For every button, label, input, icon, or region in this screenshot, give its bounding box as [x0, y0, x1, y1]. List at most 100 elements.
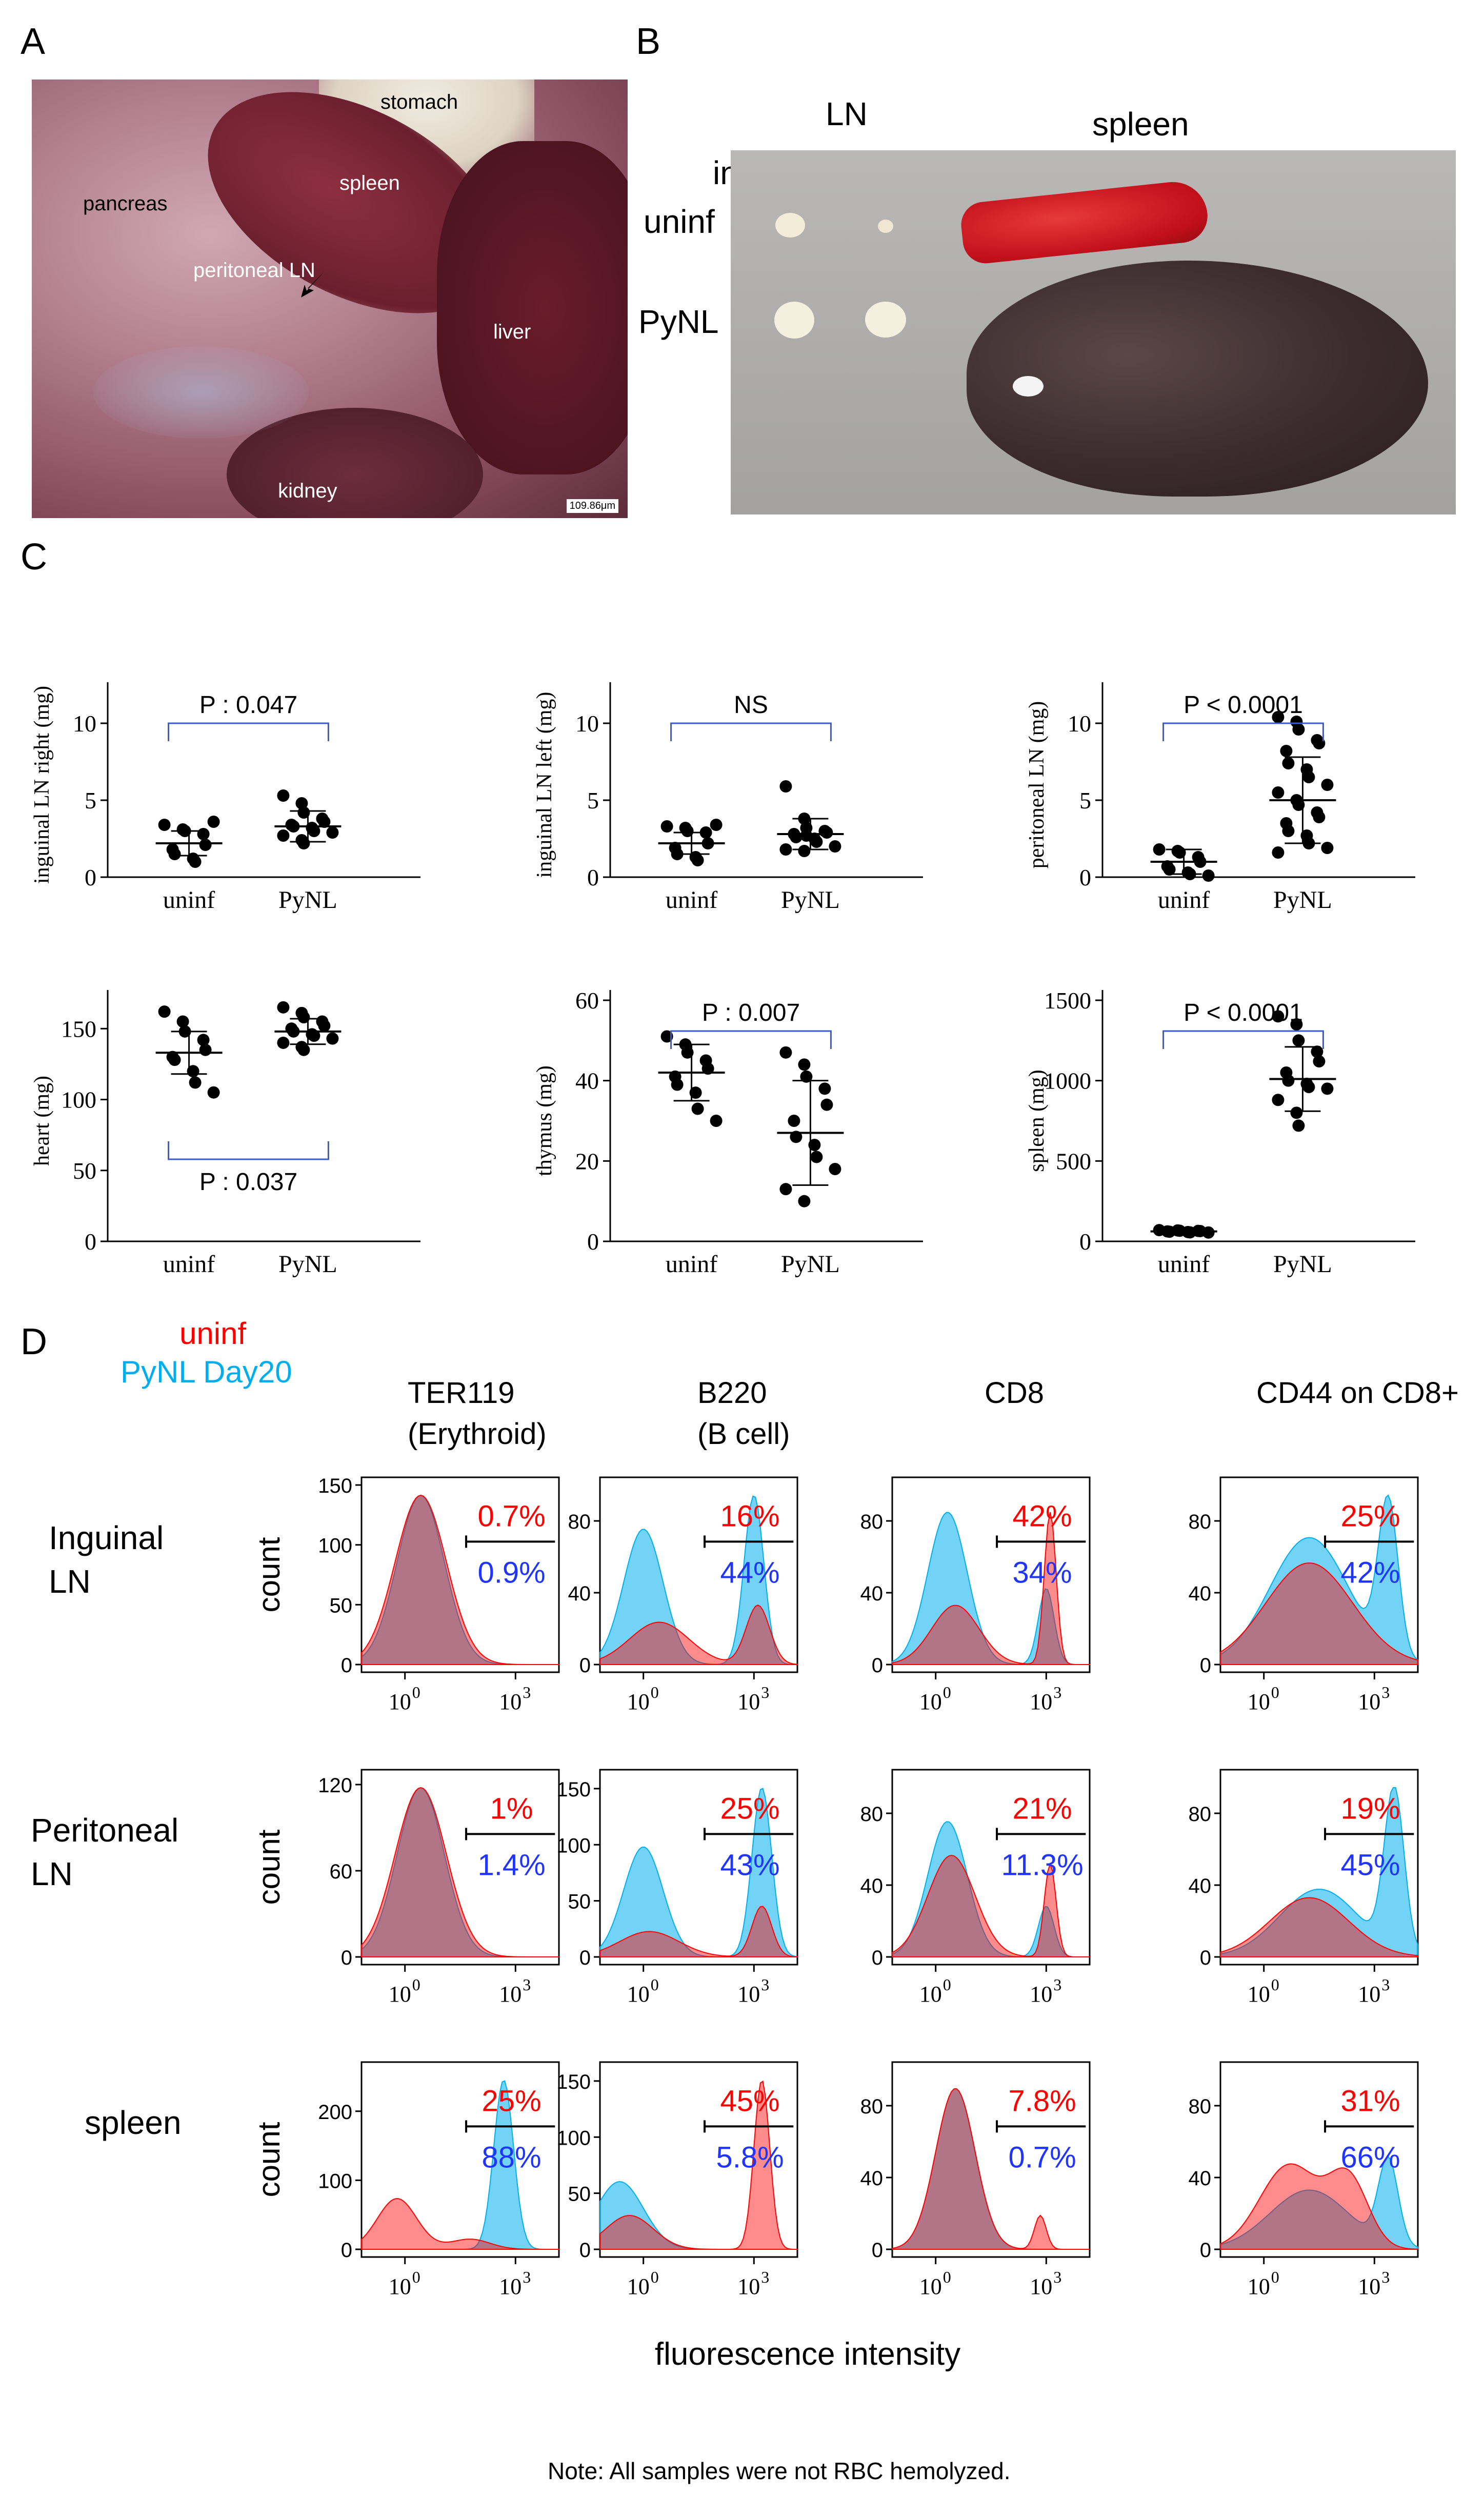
y-tick-label: 100: [556, 2127, 591, 2149]
scalebar: 109.86μm: [566, 499, 618, 513]
x-tick-exponent: 3: [1053, 1975, 1061, 1994]
column-title: B220: [697, 1376, 767, 1410]
data-point: [779, 843, 792, 856]
data-point: [798, 1195, 811, 1208]
histogram-uninf: [599, 1605, 798, 1665]
x-tick-exponent: 0: [943, 2268, 951, 2286]
label-liver: liver: [493, 321, 531, 343]
p-value-label: P : 0.037: [199, 1169, 297, 1196]
x-tick-exponent: 0: [1271, 2268, 1279, 2286]
y-axis-label: inguinal LN right (mg): [30, 686, 54, 884]
data-point: [176, 1015, 189, 1028]
data-point: [800, 1070, 813, 1083]
data-point: [207, 816, 220, 828]
percentage-pynl: 66%: [1341, 2141, 1400, 2174]
data-point: [168, 848, 181, 860]
x-tick-label: 10: [1358, 1689, 1380, 1714]
column-subtitle: (B cell): [697, 1417, 790, 1451]
y-tick-label: 0: [85, 1229, 96, 1255]
y-tick-label: 1500: [1044, 987, 1091, 1014]
x-tick-label: uninf: [163, 886, 215, 914]
row-label: Peritoneal: [31, 1812, 178, 1849]
p-value-label: P < 0.0001: [1184, 691, 1303, 719]
y-tick-label: 1000: [1044, 1068, 1091, 1094]
data-point: [810, 836, 823, 848]
x-tick-exponent: 3: [761, 1975, 769, 1994]
scatter-plots: 0 5 10 inguinal LN right (mg) uninf PyNL P : 0…: [30, 682, 1415, 1278]
percentage-pynl: 5.8%: [716, 2141, 784, 2174]
x-tick-label: 10: [737, 1689, 760, 1714]
panel-letter-c: C: [21, 537, 47, 578]
histogram-uninf: [599, 1906, 798, 1957]
data-point: [818, 1082, 831, 1095]
x-tick-label: PyNL: [1273, 1251, 1332, 1278]
row-label-line2: LN: [49, 1563, 91, 1600]
significance-bracket: [1162, 722, 1324, 741]
percentage-pynl: 0.7%: [1008, 2141, 1076, 2174]
x-tick-exponent: 0: [943, 1683, 951, 1701]
row-label: spleen: [85, 2104, 182, 2141]
x-tick-label: uninf: [666, 1251, 717, 1278]
plot-frame: [1219, 2061, 1419, 2258]
histogram-pynl: [892, 1821, 1090, 1957]
plot-frame: [360, 1476, 560, 1673]
plot-frame: [891, 1769, 1091, 1966]
label-spleen-b: spleen: [1092, 106, 1189, 143]
scatter-chart-3: 0 5 10 peritoneal LN (mg) uninf PyNL P < 0.000…: [1025, 682, 1415, 914]
x-tick-label: PyNL: [781, 1251, 840, 1278]
x-tick-exponent: 0: [412, 1683, 420, 1701]
data-point: [197, 828, 210, 840]
percentage-uninf: 19%: [1341, 1792, 1400, 1825]
y-tick-label: 5: [1079, 787, 1091, 814]
arrow-icon: [301, 272, 324, 298]
p-value-label: NS: [734, 691, 768, 719]
data-point: [1292, 1119, 1305, 1132]
y-axis-label: count: [252, 2122, 286, 2197]
column-title: CD8: [985, 1376, 1044, 1410]
y-tick-label: 5: [85, 787, 96, 814]
data-point: [277, 1001, 290, 1014]
x-tick-exponent: 0: [1271, 1975, 1279, 1994]
histogram-uninf: [1220, 1897, 1418, 1957]
y-tick-label: 5: [587, 787, 599, 814]
data-point: [1272, 846, 1285, 859]
organ-photo: [731, 150, 1456, 514]
y-tick-label: 0: [872, 1947, 883, 1969]
histogram-uninf: [361, 1494, 559, 1665]
scatter-chart-6: 0 500 1000 1500 spleen (mg) uninf PyNL P < 0.00…: [1025, 987, 1415, 1278]
data-point: [1302, 771, 1315, 783]
label-peritoneal-ln: peritoneal LN: [193, 259, 315, 282]
x-tick-label: 10: [1358, 2274, 1380, 2299]
x-tick-exponent: 3: [523, 2268, 531, 2286]
data-point: [1313, 737, 1326, 749]
percentage-uninf: 31%: [1341, 2084, 1400, 2117]
x-tick-label: 10: [389, 1982, 411, 2007]
data-point: [798, 845, 811, 857]
x-tick-label: uninf: [666, 886, 717, 914]
y-axis-label: inguinal LN left (mg): [533, 692, 556, 878]
data-point: [788, 1115, 800, 1127]
y-tick-label: 40: [1189, 1875, 1212, 1897]
y-tick-label: 40: [860, 1875, 884, 1897]
y-axis-label: heart (mg): [30, 1076, 54, 1166]
data-point: [1282, 757, 1295, 769]
x-tick-label: 10: [499, 2274, 522, 2299]
x-tick-exponent: 0: [651, 1975, 659, 1994]
percentage-pynl: 44%: [720, 1556, 780, 1589]
y-tick-label: 0: [341, 1654, 352, 1677]
x-tick-label: PyNL: [1273, 886, 1332, 914]
y-tick-label: 80: [1189, 1803, 1212, 1826]
x-tick-label: 10: [499, 1982, 522, 2007]
plot-frame: [360, 1769, 560, 1966]
x-tick-label: 10: [499, 1689, 522, 1714]
data-point: [318, 1019, 331, 1032]
y-tick-label: 80: [860, 1803, 884, 1826]
label-spleen: spleen: [339, 172, 400, 194]
y-tick-label: 0: [579, 2239, 591, 2262]
histogram-pynl: [599, 1788, 798, 1957]
y-tick-label: 0: [587, 864, 599, 890]
